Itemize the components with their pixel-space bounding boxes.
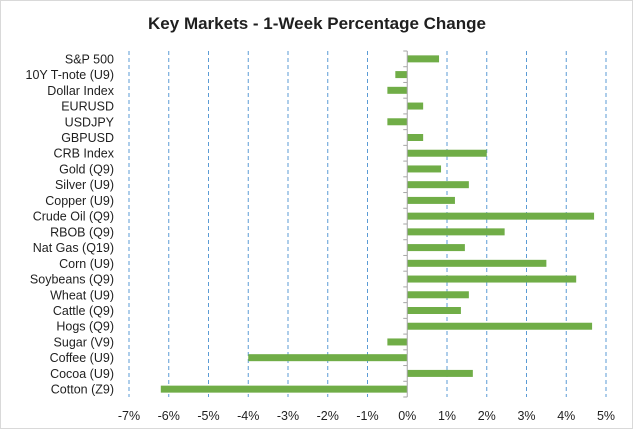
- category-label: Dollar Index: [47, 84, 114, 98]
- tick-label: -1%: [356, 409, 378, 423]
- axes: [403, 50, 408, 398]
- tick-label: -5%: [197, 409, 219, 423]
- tick-labels: -7% -6% -5% -4% -3% -2% -1% 0% 1% 2% 3% 4% 5%: [118, 409, 615, 423]
- chart-title: Key Markets - 1-Week Percentage Change: [148, 14, 486, 33]
- tick-label: -6%: [158, 409, 180, 423]
- bar: [407, 322, 593, 330]
- category-label: Corn (U9): [59, 257, 114, 271]
- bar: [407, 259, 547, 267]
- bar: [407, 291, 469, 299]
- tick-label: 2%: [478, 409, 496, 423]
- bars: [160, 55, 595, 393]
- category-label: S&P 500: [65, 52, 114, 66]
- category-label: Soybeans (Q9): [30, 273, 114, 287]
- tick-label: 3%: [517, 409, 535, 423]
- category-label: Hogs (Q9): [56, 320, 114, 334]
- bar: [407, 134, 424, 141]
- bar: [407, 196, 455, 204]
- bar: [407, 369, 473, 377]
- category-label: Wheat (U9): [50, 288, 114, 302]
- bar: [407, 228, 505, 236]
- bar: [248, 354, 408, 362]
- bar: [407, 181, 469, 189]
- tick-label: 1%: [438, 409, 456, 423]
- category-label: USDJPY: [65, 115, 115, 129]
- category-label: Cocoa (U9): [50, 367, 114, 381]
- bar: [407, 275, 577, 283]
- category-label: Cattle (Q9): [53, 304, 114, 318]
- category-label: RBOB (Q9): [50, 225, 114, 239]
- category-label: 10Y T-note (U9): [26, 68, 114, 82]
- category-label: Silver (U9): [55, 178, 114, 192]
- tick-label: 0%: [398, 409, 416, 423]
- tick-label: 4%: [557, 409, 575, 423]
- bar: [387, 118, 408, 126]
- category-label: Nat Gas (Q19): [33, 241, 114, 255]
- tick-label: -7%: [118, 409, 140, 423]
- category-labels: S&P 500 10Y T-note (U9) Dollar Index EURUSD…: [26, 52, 115, 396]
- category-label: Cotton (Z9): [51, 383, 114, 397]
- bar: [407, 244, 465, 252]
- bar: [407, 307, 461, 314]
- tick-label: -4%: [237, 409, 259, 423]
- tick-label: -3%: [277, 409, 299, 423]
- category-label: Gold (Q9): [59, 162, 114, 176]
- category-label: Sugar (V9): [54, 335, 114, 349]
- bar: [407, 212, 595, 220]
- bar: [160, 385, 408, 393]
- bar: [387, 86, 408, 94]
- category-label: Copper (U9): [45, 194, 114, 208]
- bar: [407, 149, 487, 157]
- gridlines: [128, 51, 607, 397]
- bar: [395, 71, 408, 79]
- category-label: EURUSD: [61, 100, 114, 114]
- bar: [407, 102, 424, 110]
- bar: [407, 55, 440, 63]
- bar: [407, 165, 442, 173]
- category-label: CRB Index: [54, 147, 115, 161]
- tick-label: -2%: [317, 409, 339, 423]
- bar: [387, 338, 408, 346]
- category-label: Coffee (U9): [50, 351, 114, 365]
- category-label: GBPUSD: [61, 131, 114, 145]
- tick-label: 5%: [597, 409, 615, 423]
- category-label: Crude Oil (Q9): [33, 210, 114, 224]
